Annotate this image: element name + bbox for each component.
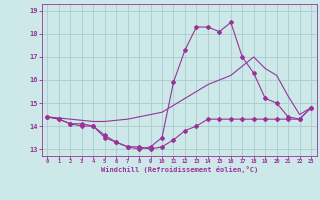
X-axis label: Windchill (Refroidissement éolien,°C): Windchill (Refroidissement éolien,°C) (100, 166, 258, 173)
